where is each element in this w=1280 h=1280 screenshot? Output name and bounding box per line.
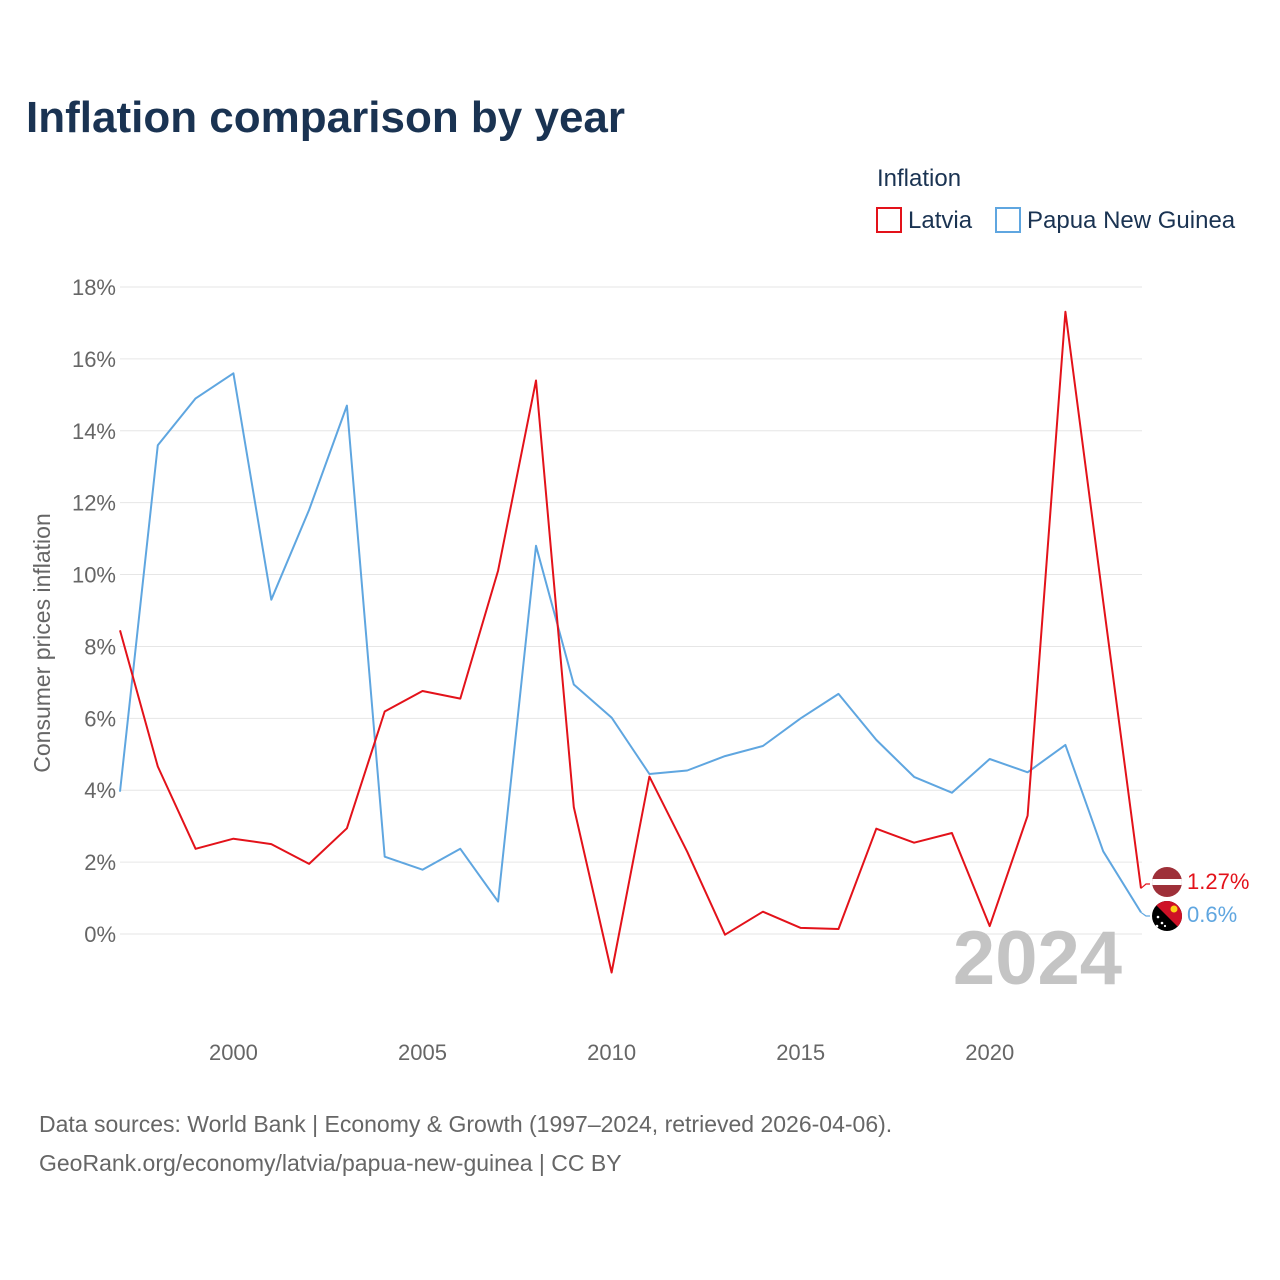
grid-lines [120,286,1142,935]
legend-label-latvia[interactable]: Latvia [908,207,973,234]
current-year-watermark: 2024 [953,916,1122,1001]
series-line-latvia[interactable] [119,310,1142,974]
y-axis-label: Consumer prices inflation [29,513,55,773]
papua-new-guinea-flag-icon [1152,901,1182,931]
legend-title: Inflation [877,165,961,192]
legend-label-papua-new-guinea[interactable]: Papua New Guinea [1027,207,1236,234]
y-tick-label: 4% [84,778,116,803]
end-label-connector [1140,911,1150,917]
y-axis-ticks: 0% 2% 4% 6% 8% 10% 12% 14% 16% 18% [72,275,116,947]
chart-title: Inflation comparison by year [26,93,625,142]
series-lines [119,310,1150,974]
y-tick-label: 12% [72,491,116,516]
papua-new-guinea-end-value-label: 0.6% [1187,902,1237,927]
x-axis-ticks: 2000 2005 2010 2015 2020 [209,1040,1014,1065]
y-tick-label: 10% [72,563,116,588]
y-tick-label: 14% [72,419,116,444]
y-tick-label: 16% [72,347,116,372]
data-source-line: Data sources: World Bank | Economy & Gro… [39,1111,892,1137]
y-tick-label: 6% [84,706,116,731]
latvia-flag-icon [1152,867,1182,897]
x-tick-label: 2015 [776,1040,825,1065]
y-tick-label: 8% [84,634,116,659]
legend-swatch-papua-new-guinea[interactable] [995,207,1021,233]
x-tick-label: 2020 [965,1040,1014,1065]
legend: Inflation Latvia Papua New Guinea [876,165,1236,234]
series-line-papua-new-guinea[interactable] [119,372,1142,913]
latvia-end-value-label: 1.27% [1187,869,1249,894]
x-tick-label: 2010 [587,1040,636,1065]
y-tick-label: 18% [72,275,116,300]
legend-swatch-latvia[interactable] [876,207,902,233]
end-label-connector [1140,883,1150,889]
x-tick-label: 2005 [398,1040,447,1065]
x-tick-label: 2000 [209,1040,258,1065]
y-tick-label: 0% [84,922,116,947]
y-tick-label: 2% [84,850,116,875]
source-url-line[interactable]: GeoRank.org/economy/latvia/papua-new-gui… [39,1150,622,1176]
